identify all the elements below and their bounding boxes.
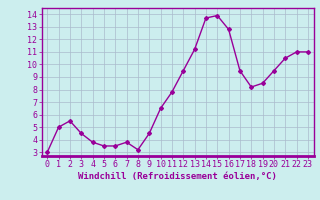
X-axis label: Windchill (Refroidissement éolien,°C): Windchill (Refroidissement éolien,°C) <box>78 172 277 181</box>
